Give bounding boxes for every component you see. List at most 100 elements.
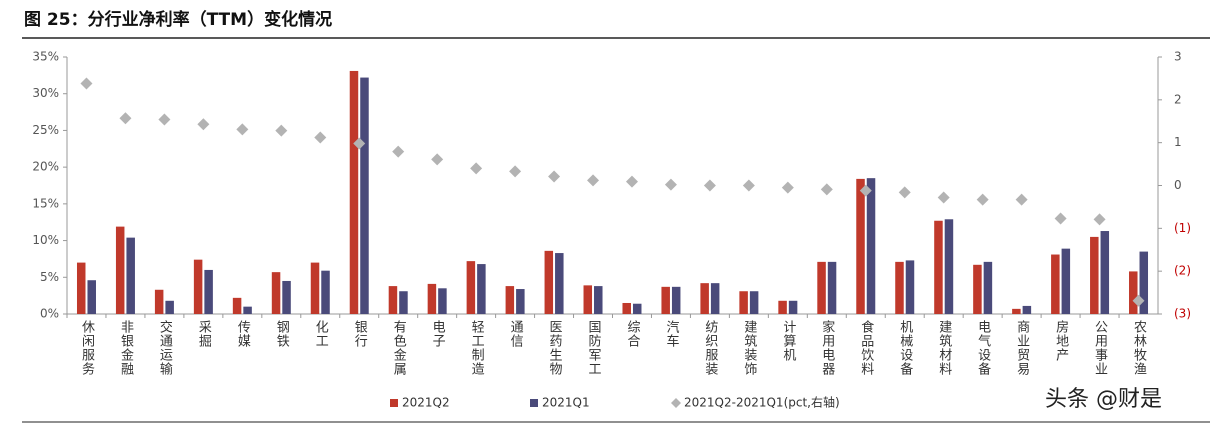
diamond-marker xyxy=(314,131,327,144)
x-tick-label: 交通运输 xyxy=(157,319,173,376)
bar xyxy=(76,262,86,314)
bar xyxy=(505,286,515,314)
y-tick-label: 10% xyxy=(32,233,59,247)
bar xyxy=(349,70,359,314)
bar xyxy=(399,291,408,314)
bar xyxy=(1129,271,1138,314)
bar xyxy=(1090,236,1099,314)
legend-label: 2021Q2-2021Q1(pct,右轴) xyxy=(684,395,840,410)
x-tick-label: 有色金属 xyxy=(391,320,407,376)
bar xyxy=(427,283,437,314)
bar xyxy=(1139,251,1149,314)
x-tick-label: 食品饮料 xyxy=(858,319,874,376)
diamond-marker xyxy=(470,162,483,175)
x-tick-label: 医药生物 xyxy=(547,320,563,376)
x-tick-label: 商业贸易 xyxy=(1014,320,1030,376)
bar xyxy=(710,283,720,314)
bar xyxy=(622,302,631,314)
bar xyxy=(934,220,943,314)
diamond-marker xyxy=(664,178,677,191)
diamond-marker xyxy=(937,191,950,204)
x-tick-label: 汽车 xyxy=(663,320,679,348)
legend-swatch xyxy=(390,399,398,407)
bar xyxy=(788,300,798,314)
bar xyxy=(466,261,476,314)
bar xyxy=(700,283,709,314)
bar xyxy=(895,261,904,314)
legend-label: 2021Q2 xyxy=(402,396,450,410)
diamond-marker xyxy=(1054,212,1067,225)
x-tick-label: 钢铁 xyxy=(274,320,290,348)
diamond-marker xyxy=(548,170,561,183)
y2-tick-label: 0 xyxy=(1174,178,1182,192)
diamond-marker xyxy=(353,137,366,150)
bar xyxy=(1022,305,1032,314)
x-tick-label: 综合 xyxy=(624,320,640,348)
bar xyxy=(438,288,447,314)
y2-tick-label: 2 xyxy=(1174,92,1182,106)
bar xyxy=(866,178,876,314)
diamond-marker xyxy=(80,77,93,90)
bar xyxy=(905,260,915,314)
bar xyxy=(243,306,252,314)
x-tick-label: 采掘 xyxy=(196,320,212,348)
legend-swatch xyxy=(530,399,538,407)
diamond-marker xyxy=(703,179,716,192)
x-tick-label: 建筑材料 xyxy=(936,320,952,376)
y-tick-label: 35% xyxy=(32,50,59,64)
y2-tick-label: 1 xyxy=(1174,135,1182,149)
bar xyxy=(388,286,398,314)
bar xyxy=(749,291,759,314)
bar xyxy=(827,261,837,314)
x-tick-label: 机械设备 xyxy=(897,320,913,376)
bar xyxy=(1051,254,1060,314)
diamond-marker xyxy=(509,165,522,178)
diamond-marker xyxy=(625,175,638,188)
legend-swatch xyxy=(671,398,681,408)
bar xyxy=(360,77,369,314)
x-tick-label: 通信 xyxy=(508,320,524,348)
bar xyxy=(661,286,670,314)
bar xyxy=(126,237,135,314)
bar xyxy=(973,264,982,314)
y2-tick-label: (3) xyxy=(1174,307,1191,321)
y2-tick-label: 3 xyxy=(1174,50,1182,64)
x-tick-label: 国防军工 xyxy=(586,320,602,376)
diamond-marker xyxy=(781,181,794,194)
x-tick-label: 农林牧渔 xyxy=(1131,320,1147,376)
x-tick-label: 纺织服装 xyxy=(702,320,718,376)
diamond-marker xyxy=(197,118,210,131)
diamond-marker xyxy=(976,193,989,206)
bar xyxy=(856,178,865,314)
bar xyxy=(778,300,787,314)
bar xyxy=(544,250,554,314)
bar xyxy=(817,261,826,314)
bar xyxy=(555,253,564,314)
diamond-marker xyxy=(898,186,911,199)
legend-label: 2021Q1 xyxy=(542,396,590,410)
bar xyxy=(87,280,96,314)
bar xyxy=(583,285,593,314)
watermark: 头条 @财是 xyxy=(1045,387,1162,412)
y-tick-label: 30% xyxy=(32,86,59,100)
x-tick-label: 休闲服务 xyxy=(79,320,95,376)
diamond-marker xyxy=(158,113,171,126)
diamond-marker xyxy=(119,112,132,125)
diamond-marker xyxy=(587,174,600,187)
bar xyxy=(944,219,954,314)
bar xyxy=(516,289,525,314)
diamond-marker xyxy=(859,184,872,197)
bar xyxy=(204,269,213,314)
y-tick-label: 15% xyxy=(32,196,59,210)
y-tick-label: 0% xyxy=(40,307,59,321)
bar xyxy=(193,259,203,314)
diamond-marker xyxy=(275,124,288,137)
y2-tick-label: (2) xyxy=(1174,264,1191,278)
bar xyxy=(671,286,681,314)
x-tick-label: 传媒 xyxy=(235,320,251,348)
x-tick-label: 化工 xyxy=(313,320,329,348)
bar xyxy=(321,270,330,314)
diamond-marker xyxy=(820,183,833,196)
